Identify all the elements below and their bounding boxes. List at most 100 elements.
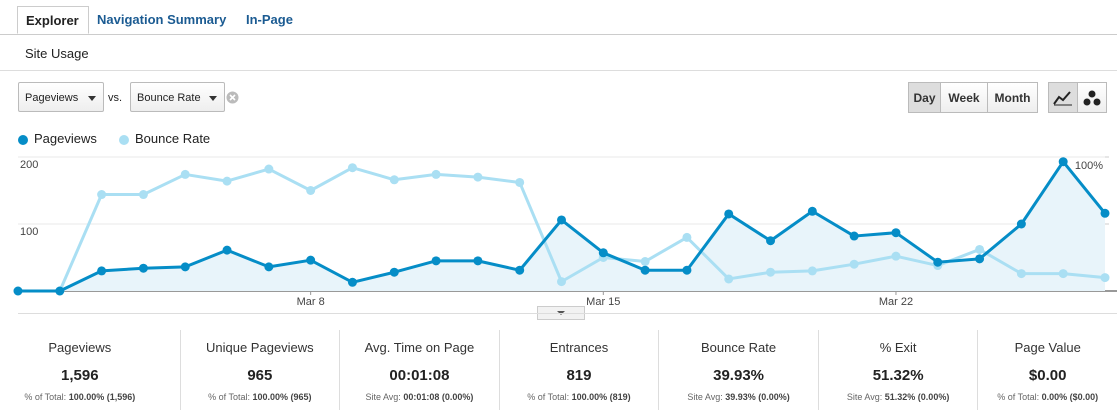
metric: Pageviews 1,596 % of Total: 100.00% (1,596… [0, 330, 160, 410]
point [222, 245, 232, 255]
point [347, 163, 357, 173]
metric-sub: % of Total: 0.00% ($0.00) [978, 392, 1117, 402]
metric-sub: Site Avg: 00:01:08 (0.00%) [340, 392, 499, 402]
point [431, 169, 441, 179]
tab[interactable]: Explorer [17, 6, 89, 34]
metric-sub: Site Avg: 51.32% (0.00%) [819, 392, 978, 402]
metric-dropdown[interactable]: Bounce Rate [130, 82, 225, 112]
point [222, 176, 232, 186]
x-tick-label: Mar 15 [586, 296, 620, 308]
metric-name: Unique Pageviews [206, 340, 314, 355]
motion-view-button[interactable] [1077, 82, 1107, 113]
metric-value: 51.32% [872, 367, 924, 384]
point [640, 265, 650, 275]
point [766, 236, 776, 246]
point [1058, 157, 1068, 167]
metric-detail: 51.32% (0.00%) [884, 392, 950, 402]
y2-tick-label: 100% [1075, 160, 1103, 172]
point [473, 256, 483, 266]
metric-value: 00:01:08 [389, 367, 450, 384]
x-tick-label: Mar 8 [297, 296, 325, 308]
metric: Entrances 819 % of Total: 100.00% (819) [498, 330, 659, 410]
legend-swatch [18, 135, 28, 145]
period-button[interactable]: Day [908, 82, 941, 113]
line-view-button[interactable] [1048, 82, 1078, 113]
point [264, 164, 274, 174]
point [1058, 269, 1068, 279]
point [724, 209, 734, 219]
point [557, 277, 566, 287]
metric-name: % Exit [879, 340, 917, 355]
period-button[interactable]: Week [940, 82, 988, 113]
metric-note: Site Avg: [687, 392, 723, 402]
point [975, 254, 985, 264]
point [473, 172, 483, 182]
point [306, 186, 316, 195]
metric: % Exit 51.32% Site Avg: 51.32% (0.00%) [817, 330, 978, 410]
point [598, 248, 608, 258]
metric-value: 819 [566, 367, 592, 384]
metric-sub: % of Total: 100.00% (965) [181, 392, 340, 402]
point [849, 259, 859, 269]
point [682, 232, 692, 242]
metric-note: % of Total: [997, 392, 1040, 402]
metric-note: % of Total: [24, 392, 67, 402]
tab-bar: Explorer Navigation Summary In-Page [0, 0, 1117, 35]
point [1016, 269, 1026, 279]
metric-value: 965 [247, 367, 273, 384]
metric-value: $0.00 [1028, 367, 1067, 384]
metric-name: Pageviews [48, 340, 112, 355]
metric-name: Avg. Time on Page [364, 340, 475, 355]
point [389, 267, 399, 277]
metric-sub: Site Avg: 39.93% (0.00%) [659, 392, 818, 402]
metric-detail: 0.00% ($0.00) [1041, 392, 1099, 402]
metric-detail: 00:01:08 (0.00%) [403, 392, 474, 402]
point [515, 265, 525, 275]
legend-item: Bounce Rate [119, 131, 210, 146]
metric-name: Bounce Rate [700, 340, 777, 355]
point [138, 263, 148, 273]
section-header: Site Usage [0, 35, 1117, 71]
metric-detail: 100.00% (965) [252, 392, 312, 402]
point [933, 257, 943, 267]
point [807, 206, 817, 216]
y-tick-label: 100 [20, 226, 38, 238]
point [557, 215, 566, 225]
period-button[interactable]: Month [987, 82, 1038, 113]
metric-sub: % of Total: 100.00% (1,596) [0, 392, 160, 402]
metric-sub: % of Total: 100.00% (819) [500, 392, 659, 402]
section-title: Site Usage [25, 46, 89, 61]
legend-label: Pageviews [34, 131, 97, 146]
area [18, 161, 1105, 291]
point [55, 286, 65, 296]
point [347, 277, 357, 287]
metric-name: Page Value [1014, 340, 1081, 355]
point [849, 231, 859, 241]
point [97, 266, 107, 276]
metric-detail: 100.00% (819) [571, 392, 631, 402]
bubble-icon [1083, 90, 1101, 106]
metric-note: Site Avg: [846, 392, 883, 402]
tab[interactable]: Navigation Summary [97, 12, 227, 27]
point [180, 169, 190, 179]
tab[interactable]: In-Page [246, 12, 293, 27]
point [1016, 219, 1026, 229]
point [264, 262, 274, 272]
metric-dropdown[interactable]: Pageviews [18, 82, 104, 112]
point [1100, 208, 1110, 218]
point [975, 244, 985, 254]
point [138, 190, 148, 200]
metric-note: % of Total: [208, 392, 250, 402]
point [13, 286, 23, 296]
metric-note: Site Avg: [365, 392, 401, 402]
point [640, 257, 650, 267]
vs-label: vs. [108, 92, 123, 104]
remove-icon[interactable] [226, 91, 239, 104]
point [97, 190, 107, 200]
point [431, 256, 441, 266]
point [515, 177, 525, 187]
point [891, 251, 901, 261]
metric: Avg. Time on Page 00:01:08 Site Avg: 00:01… [339, 330, 499, 410]
